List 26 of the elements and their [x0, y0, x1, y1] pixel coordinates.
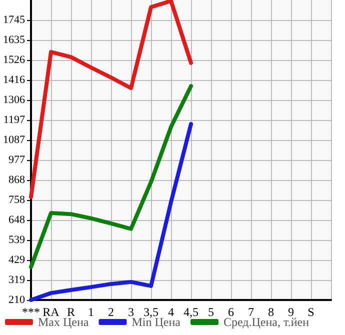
y-tick-label: 1087 — [3, 134, 26, 146]
y-tick-label: 1635 — [3, 34, 26, 46]
line-series — [29, 84, 193, 269]
y-tick-label: 539 — [8, 234, 26, 246]
y-tick-label: 1306 — [3, 94, 26, 106]
y-tick-label: 977 — [8, 154, 26, 166]
y-tick-label: 1416 — [3, 74, 26, 86]
x-tick-label: 3 — [128, 305, 134, 319]
x-tick-label: 4,5 — [184, 305, 198, 319]
line-series — [29, 0, 193, 199]
x-tick-label: *** — [22, 305, 40, 319]
y-tick-label: 429 — [8, 254, 26, 266]
y-tick-label: 868 — [8, 174, 26, 186]
x-tick-label: 1 — [88, 305, 94, 319]
y-tick-label: 1745 — [3, 14, 26, 26]
y-tick-label: 210 — [8, 294, 26, 306]
y-tick-label: 758 — [8, 194, 26, 206]
x-tick-label: 5 — [208, 305, 214, 319]
x-tick-label: S — [308, 305, 314, 319]
y-tick-label: 1526 — [3, 54, 26, 66]
y-tick-label: 1197 — [3, 114, 26, 126]
y-tick-label: 319 — [8, 274, 26, 286]
x-tick-label: 2 — [108, 305, 114, 319]
line-series — [29, 122, 193, 302]
x-tick-label: 4 — [168, 305, 174, 319]
y-tick-label: 648 — [8, 214, 26, 226]
